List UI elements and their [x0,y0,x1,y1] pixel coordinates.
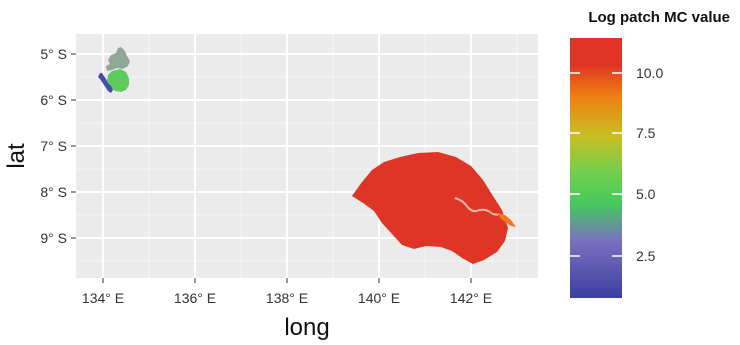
region-southeast-inlet [498,213,516,227]
legend-tick-label: 7.5 [636,125,656,141]
region-southern-landmass [352,152,508,264]
river-channel [454,197,500,216]
y-tick-labels: 5° S 6° S 7° S 8° S 9° S [40,46,67,246]
legend-tick-label: 5.0 [636,186,656,202]
x-tick-label: 136° E [174,290,216,306]
axis-ticks [71,53,472,283]
region-northwest-islands-west [98,73,113,93]
y-tick-label: 5° S [40,46,67,62]
minor-grid [76,34,538,278]
region-northwest-islands-north [106,47,130,71]
legend-colorbar [570,38,622,298]
legend-tick-label: 2.5 [636,248,656,264]
x-tick-label: 142° E [450,290,492,306]
x-tick-label: 138° E [266,290,308,306]
legend-title: Log patch MC value [588,9,730,26]
x-axis-title: long [284,314,329,341]
region-northwest-islands-center [107,69,129,92]
y-tick-label: 9° S [40,230,67,246]
legend-tick-label: 10.0 [636,65,663,81]
color-legend: Log patch MC value 10.0 7.5 5.0 2.5 [570,9,730,298]
x-tick-label: 134° E [82,290,124,306]
northwest-islands [98,47,130,93]
x-tick-labels: 134° E 136° E 138° E 140° E 142° E [82,290,492,306]
y-tick-label: 6° S [40,92,67,108]
y-axis-title: lat [3,143,30,169]
southern-landmass [352,152,516,264]
y-tick-label: 8° S [40,184,67,200]
x-tick-label: 140° E [358,290,400,306]
y-tick-label: 7° S [40,138,67,154]
